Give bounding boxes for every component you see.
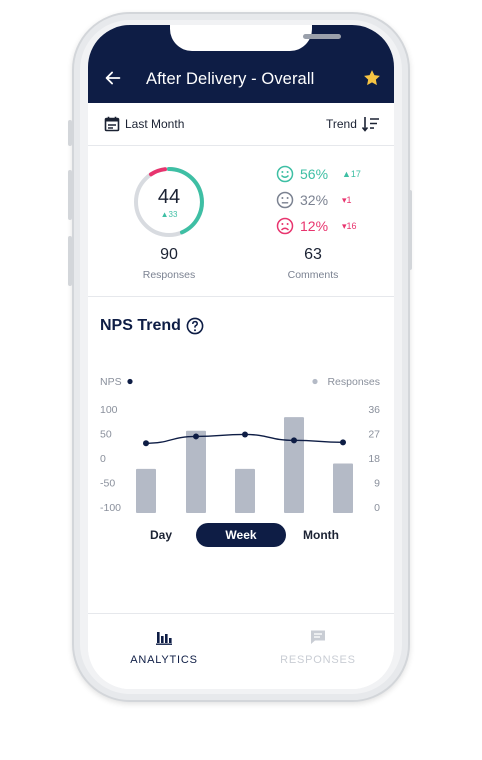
positive-change: ▲17 bbox=[342, 169, 361, 179]
filter-bar: Last Month Trend bbox=[88, 103, 394, 146]
x-tick-label: 24.05. bbox=[331, 519, 355, 520]
nps-legend-dot bbox=[127, 378, 133, 385]
negative-change-text: ▾16 bbox=[342, 221, 357, 231]
comments-count: 63 bbox=[304, 246, 322, 263]
tab-analytics[interactable]: ANALYTICS bbox=[104, 628, 224, 666]
app-header: After Delivery - Overall bbox=[88, 25, 394, 103]
responses-count: 90 bbox=[160, 246, 178, 263]
nps-point bbox=[143, 440, 149, 447]
responses-bar bbox=[186, 430, 206, 513]
period-selector[interactable]: Last Month bbox=[125, 117, 185, 131]
nps-point bbox=[242, 431, 248, 438]
right-tick-label: 27 bbox=[368, 429, 380, 441]
left-tick-label: 100 bbox=[100, 404, 118, 416]
neutral-percent: 32% bbox=[300, 192, 329, 208]
granularity-selector: Day Week Month bbox=[108, 523, 374, 547]
tab-responses-label: RESPONSES bbox=[280, 654, 356, 666]
sentiment-negative: 12% ▾16 bbox=[276, 217, 386, 237]
left-tick-label: -50 bbox=[100, 478, 115, 490]
negative-percent: 12% bbox=[300, 218, 329, 234]
side-button bbox=[68, 170, 72, 220]
granularity-week[interactable]: Week bbox=[196, 523, 286, 547]
nps-trend-chart: NPS Responses 100 50 0 -50 -100 36 27 18 9 0 26.04. 3… bbox=[100, 376, 380, 520]
responses-bar bbox=[333, 463, 353, 513]
negative-change: ▾16 bbox=[342, 221, 357, 232]
positive-percent: 56% bbox=[300, 166, 329, 182]
left-tick-label: 50 bbox=[100, 429, 112, 441]
x-tick-label: 17.05. bbox=[282, 519, 306, 520]
responses-legend-dot bbox=[312, 378, 318, 385]
nps-point bbox=[291, 437, 297, 444]
responses-label: Responses bbox=[142, 269, 196, 281]
responses-bar bbox=[284, 417, 304, 513]
x-tick-label: 3.05. bbox=[187, 519, 206, 520]
neutral-change-text: ▾1 bbox=[342, 195, 352, 205]
bar-chart-icon bbox=[156, 632, 172, 645]
nps-gauge bbox=[134, 167, 204, 237]
tab-responses[interactable]: RESPONSES bbox=[258, 628, 378, 666]
sort-icon[interactable] bbox=[362, 116, 380, 132]
right-axis-title: Responses bbox=[327, 376, 380, 388]
responses-bar bbox=[235, 468, 255, 513]
help-icon[interactable] bbox=[186, 317, 204, 335]
speaker bbox=[303, 34, 341, 39]
arrow-left-icon[interactable] bbox=[102, 67, 124, 89]
granularity-month[interactable]: Month bbox=[303, 528, 339, 542]
side-button bbox=[68, 236, 72, 286]
neutral-face-icon bbox=[276, 191, 294, 209]
right-tick-label: 18 bbox=[368, 453, 380, 465]
nps-trend-title: NPS Trend bbox=[100, 317, 181, 334]
granularity-day[interactable]: Day bbox=[149, 528, 172, 542]
comments-label: Comments bbox=[287, 269, 339, 281]
sad-face-icon bbox=[276, 217, 294, 235]
right-tick-label: 9 bbox=[374, 478, 380, 490]
bottom-tab-bar: ANALYTICS RESPONSES bbox=[88, 613, 394, 689]
nps-delta: ▲33 bbox=[133, 210, 205, 219]
neutral-change: ▾1 bbox=[342, 195, 352, 206]
star-icon[interactable] bbox=[362, 68, 382, 88]
x-tick-label: 26.04. bbox=[134, 519, 158, 520]
sentiment-positive: 56% ▲17 bbox=[276, 165, 386, 185]
side-button bbox=[408, 190, 412, 270]
left-tick-label: 0 bbox=[100, 453, 106, 465]
nps-delta-text: ▲33 bbox=[160, 210, 178, 219]
tab-analytics-label: ANALYTICS bbox=[130, 654, 198, 666]
notch bbox=[170, 25, 341, 51]
calendar-icon[interactable] bbox=[104, 116, 120, 132]
positive-change-text: ▲17 bbox=[342, 169, 361, 179]
responses-bar bbox=[136, 468, 156, 513]
nps-point bbox=[193, 433, 199, 440]
left-tick-label: -100 bbox=[100, 502, 121, 514]
chat-icon bbox=[311, 630, 325, 644]
right-tick-label: 0 bbox=[374, 502, 380, 514]
left-axis-title: NPS bbox=[100, 376, 122, 388]
summary-stats: 44 ▲33 90 Responses 56% ▲17 32% ▾1 bbox=[88, 146, 394, 297]
side-button bbox=[68, 120, 72, 146]
nps-point bbox=[340, 439, 346, 446]
smile-icon bbox=[276, 165, 294, 183]
x-tick-label: 10.05. bbox=[233, 519, 257, 520]
page-title: After Delivery - Overall bbox=[146, 70, 315, 88]
right-tick-label: 36 bbox=[368, 404, 380, 416]
trend-sort-label[interactable]: Trend bbox=[326, 117, 357, 131]
nps-score: 44 bbox=[157, 186, 181, 208]
sentiment-neutral: 32% ▾1 bbox=[276, 191, 386, 211]
app-screen: After Delivery - Overall Last Month Tren… bbox=[88, 25, 394, 689]
